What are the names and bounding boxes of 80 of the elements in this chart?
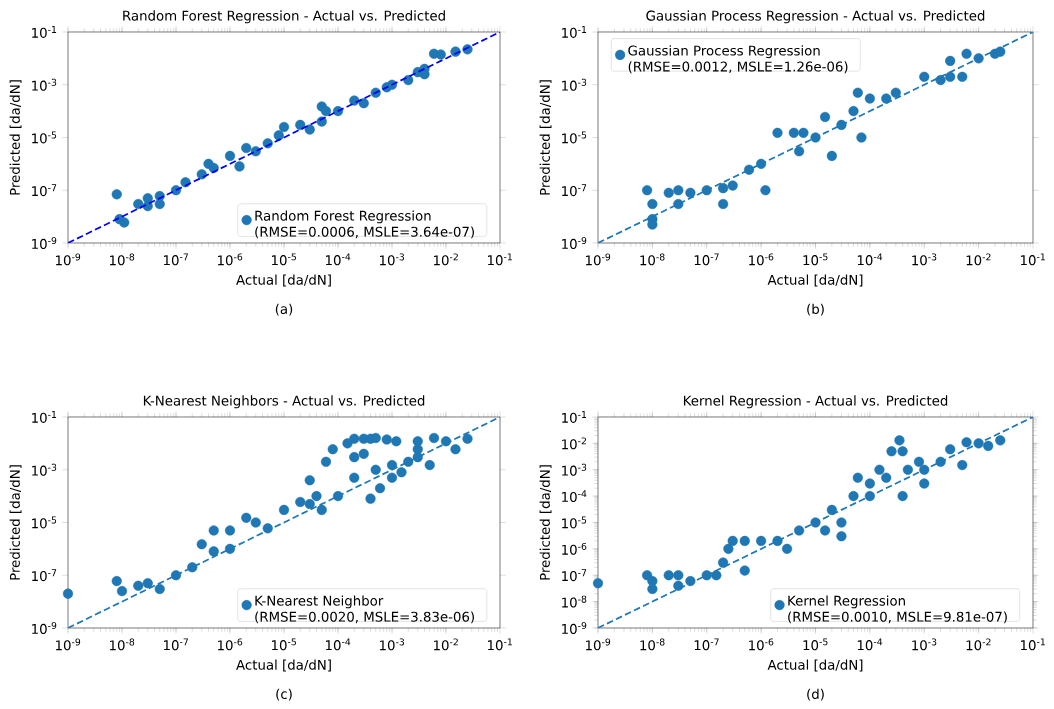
x-tick-label: 10$^{-7}$ (694, 638, 719, 651)
legend-label: Gaussian Process Regression (RMSE=0.0012, MSLE=1.26e-06) (628, 45, 848, 74)
y-tick-label: 10$^{-1}$ (562, 411, 587, 423)
y-tick-label: 10$^{-5}$ (32, 131, 57, 144)
y-tick-label: 10$^{-1}$ (32, 26, 57, 38)
x-tick-label: 10$^{-1}$ (487, 638, 512, 651)
legend-label: K-Nearest Neighbor (RMSE=0.0020, MSLE=3.83e-06) (255, 595, 474, 624)
y-axis-title: Predicted [da/dN] (539, 465, 552, 580)
y-tick-label: 10$^{-7}$ (562, 569, 587, 582)
x-tick-label: 10$^{-4}$ (325, 253, 351, 266)
y-tick-label: 10$^{-3}$ (32, 78, 57, 91)
legend-label: Kernel Regression (RMSE=0.0010, MSLE=9.81e-07) (788, 595, 1007, 624)
x-tick-label: 10$^{-7}$ (694, 253, 719, 266)
text: (b) (807, 303, 824, 316)
x-tick-label: 10$^{-9}$ (55, 638, 81, 651)
x-tick-label: 10$^{-5}$ (271, 638, 296, 651)
x-tick-label: 10$^{-4}$ (325, 638, 351, 651)
y-tick-label: 10$^{-6}$ (562, 542, 587, 555)
text: (d) (807, 688, 824, 701)
x-tick-label: 10$^{-5}$ (271, 253, 296, 266)
x-tick-label: 10$^{-3}$ (912, 638, 937, 651)
y-tick-label: 10$^{-1}$ (32, 411, 57, 423)
x-tick-label: 10$^{-9}$ (55, 253, 81, 266)
x-tick-label: 10$^{-8}$ (109, 638, 135, 651)
y-tick-label: 10$^{-9}$ (32, 237, 57, 249)
y-axis-title: Predicted [da/dN] (9, 80, 22, 195)
x-tick-label: 10$^{-2}$ (433, 253, 458, 266)
x-tick-label: 10$^{-5}$ (803, 638, 828, 651)
x-axis-title: Actual [da/dN] (767, 659, 863, 672)
x-tick-label: 10$^{-6}$ (749, 253, 774, 266)
x-tick-label: 10$^{-1}$ (1020, 253, 1045, 266)
x-tick-label: 10$^{-3}$ (379, 253, 405, 266)
y-tick-label: 10$^{-5}$ (562, 131, 587, 144)
x-tick-label: 10$^{-4}$ (857, 638, 883, 651)
x-axis-title: Actual [da/dN] (767, 274, 863, 287)
y-tick-label: 10$^{-1}$ (562, 26, 587, 38)
x-tick-label: 10$^{-1}$ (1020, 638, 1045, 651)
text: (c) (276, 688, 292, 701)
y-tick-label: 10$^{-5}$ (562, 516, 587, 529)
y-tick-label: 10$^{-5}$ (32, 516, 57, 529)
y-axis-title: Predicted [da/dN] (9, 465, 22, 580)
x-tick-label: 10$^{-4}$ (857, 253, 883, 266)
y-tick-label: 10$^{-7}$ (562, 184, 587, 197)
y-tick-label: 10$^{-2}$ (562, 437, 586, 450)
y-tick-label: 10$^{-3}$ (32, 463, 57, 476)
y-tick-label: 10$^{-7}$ (32, 569, 57, 582)
chart-title: Gaussian Process Regression - Actual vs. Predicted (646, 10, 985, 24)
y-tick-label: 10$^{-9}$ (562, 622, 587, 634)
x-tick-label: 10$^{-1}$ (487, 253, 512, 266)
legend-label: Random Forest Regression (RMSE=0.0006, MSLE=3.64e-07) (255, 210, 474, 239)
x-tick-label: 10$^{-2}$ (966, 638, 991, 651)
x-axis-title: Actual [da/dN] (236, 659, 331, 672)
x-tick-label: 10$^{-8}$ (640, 638, 665, 651)
x-tick-label: 10$^{-3}$ (912, 253, 937, 266)
x-tick-label: 10$^{-9}$ (585, 253, 611, 266)
text: (a) (275, 303, 293, 316)
x-tick-label: 10$^{-9}$ (585, 638, 611, 651)
x-axis-title: Actual [da/dN] (236, 274, 331, 287)
x-tick-label: 10$^{-6}$ (217, 253, 243, 266)
x-tick-label: 10$^{-2}$ (433, 638, 458, 651)
y-tick-label: 10$^{-4}$ (562, 490, 587, 503)
x-tick-label: 10$^{-7}$ (163, 638, 189, 651)
x-tick-label: 10$^{-6}$ (217, 638, 243, 651)
x-tick-label: 10$^{-8}$ (109, 253, 135, 266)
y-tick-label: 10$^{-9}$ (562, 237, 587, 249)
y-tick-label: 10$^{-8}$ (562, 595, 587, 608)
x-tick-label: 10$^{-5}$ (803, 253, 828, 266)
y-tick-label: 10$^{-3}$ (562, 78, 587, 91)
x-tick-label: 10$^{-2}$ (966, 253, 991, 266)
chart-title: Random Forest Regression - Actual vs. Predicted (123, 10, 445, 24)
y-tick-label: 10$^{-7}$ (32, 184, 57, 197)
x-tick-label: 10$^{-3}$ (379, 638, 405, 651)
y-axis-title: Predicted [da/dN] (539, 80, 552, 195)
x-tick-label: 10$^{-8}$ (640, 253, 665, 266)
y-tick-label: 10$^{-3}$ (562, 463, 587, 476)
x-tick-label: 10$^{-6}$ (749, 638, 774, 651)
x-tick-label: 10$^{-7}$ (163, 253, 189, 266)
chart-title: K-Nearest Neighbors - Actual vs. Predicted (143, 395, 425, 409)
chart-title: Kernel Regression - Actual vs. Predicted (683, 395, 948, 409)
y-tick-label: 10$^{-9}$ (32, 622, 57, 634)
